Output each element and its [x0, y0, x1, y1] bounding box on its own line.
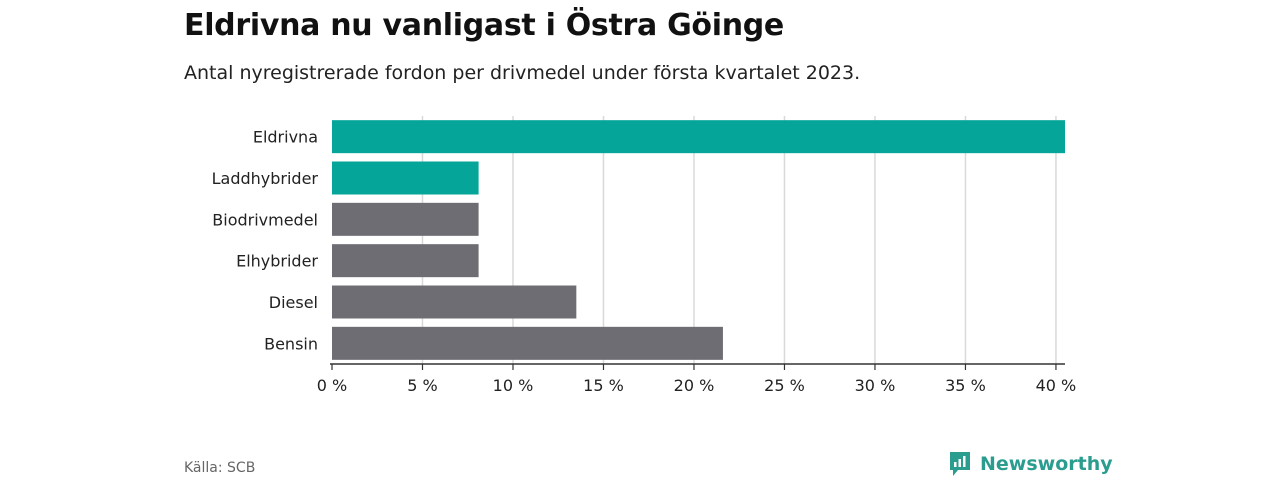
- x-tick-label: 40 %: [1036, 376, 1077, 395]
- category-label: Elhybrider: [236, 252, 318, 271]
- x-tick-label: 25 %: [764, 376, 805, 395]
- x-tick-label: 0 %: [317, 376, 347, 395]
- category-label: Diesel: [269, 293, 318, 312]
- category-label: Laddhybrider: [212, 169, 319, 188]
- bar: [332, 120, 1065, 154]
- bar: [332, 161, 479, 195]
- source-note: Källa: SCB: [184, 460, 256, 476]
- brand-name: Newsworthy: [980, 453, 1113, 475]
- category-label: Eldrivna: [253, 128, 318, 147]
- newsworthy-logo-icon: [950, 452, 970, 476]
- x-tick-label: 20 %: [674, 376, 715, 395]
- x-tick-label: 35 %: [945, 376, 986, 395]
- category-label: Biodrivmedel: [212, 210, 318, 229]
- chart-title: Eldrivna nu vanligast i Östra Göinge: [184, 8, 784, 43]
- x-tick-label: 5 %: [407, 376, 437, 395]
- x-tick-label: 10 %: [493, 376, 534, 395]
- bar: [332, 326, 723, 360]
- x-tick-label: 30 %: [855, 376, 896, 395]
- bar: [332, 285, 577, 319]
- bar: [332, 202, 479, 236]
- chart-subtitle: Antal nyregistrerade fordon per drivmede…: [184, 62, 861, 84]
- category-label: Bensin: [264, 334, 318, 353]
- bar: [332, 244, 479, 278]
- brand: Newsworthy: [948, 450, 1113, 478]
- x-tick-label: 15 %: [583, 376, 624, 395]
